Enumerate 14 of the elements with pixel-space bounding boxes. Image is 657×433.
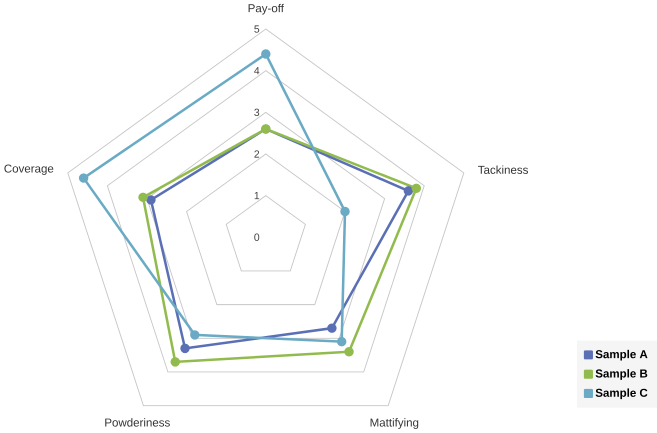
y-tick-label: 2 — [254, 150, 260, 158]
spoke-label: Tackiness — [478, 166, 528, 174]
y-tick-label: 5 — [254, 26, 260, 33]
spoke-label: Coverage — [4, 164, 54, 176]
spoke-label: Powderiness — [105, 418, 170, 427]
legend-label: Sample B — [596, 369, 648, 380]
y-tick-label: 3 — [254, 108, 260, 116]
y-tick-label: 0 — [254, 234, 260, 242]
spoke-label: Mattifying — [370, 418, 418, 430]
y-tick-label: 4 — [254, 67, 260, 74]
legend-label: Sample A — [596, 350, 648, 361]
spoke-label: Pay-off — [248, 4, 284, 15]
y-tick-label: 1 — [254, 192, 260, 200]
legend-label: Sample C — [596, 388, 648, 400]
